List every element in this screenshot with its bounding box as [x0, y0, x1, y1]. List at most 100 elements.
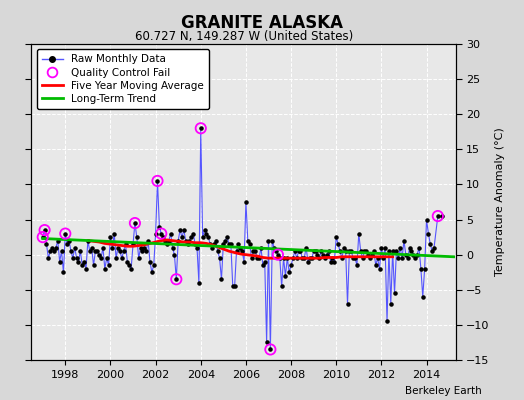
- Point: [138, 248, 147, 254]
- Point: [212, 238, 220, 244]
- Point: [251, 248, 259, 254]
- Point: [394, 255, 402, 261]
- Point: [196, 125, 205, 132]
- Point: [263, 339, 271, 346]
- Point: [180, 227, 188, 233]
- Point: [311, 248, 320, 254]
- Point: [130, 220, 139, 226]
- Point: [390, 290, 399, 296]
- Point: [398, 255, 406, 261]
- Point: [358, 255, 367, 261]
- Point: [278, 283, 286, 290]
- Point: [247, 255, 256, 261]
- Point: [50, 248, 58, 254]
- Point: [172, 276, 180, 282]
- Point: [361, 248, 369, 254]
- Point: [140, 244, 148, 251]
- Point: [172, 276, 180, 282]
- Point: [349, 255, 357, 261]
- Point: [315, 255, 323, 261]
- Point: [196, 125, 205, 132]
- Point: [213, 248, 222, 254]
- Point: [159, 234, 167, 240]
- Point: [253, 255, 261, 261]
- Point: [103, 255, 111, 261]
- Point: [151, 230, 160, 237]
- Point: [112, 255, 121, 261]
- Point: [403, 255, 412, 261]
- Point: [279, 255, 288, 261]
- Point: [61, 230, 70, 237]
- Point: [266, 346, 275, 353]
- Point: [44, 255, 52, 261]
- Point: [428, 248, 436, 254]
- Point: [272, 248, 280, 254]
- Point: [281, 272, 290, 279]
- Point: [174, 238, 182, 244]
- Point: [130, 220, 139, 226]
- Point: [296, 248, 304, 254]
- Point: [42, 241, 51, 247]
- Point: [424, 230, 433, 237]
- Point: [351, 255, 359, 261]
- Point: [88, 244, 96, 251]
- Point: [146, 258, 154, 265]
- Point: [48, 244, 57, 251]
- Point: [210, 241, 218, 247]
- Point: [72, 255, 81, 261]
- Point: [308, 255, 316, 261]
- Point: [39, 234, 47, 240]
- Point: [67, 248, 75, 254]
- Y-axis label: Temperature Anomaly (°C): Temperature Anomaly (°C): [495, 128, 505, 276]
- Point: [326, 258, 335, 265]
- Point: [176, 227, 184, 233]
- Point: [419, 294, 427, 300]
- Point: [157, 230, 166, 237]
- Point: [189, 230, 198, 237]
- Point: [40, 227, 49, 233]
- Point: [434, 213, 442, 219]
- Point: [63, 241, 71, 247]
- Point: [257, 244, 265, 251]
- Point: [183, 241, 192, 247]
- Point: [238, 248, 246, 254]
- Point: [291, 248, 299, 254]
- Point: [362, 248, 370, 254]
- Point: [46, 248, 54, 254]
- Point: [400, 238, 408, 244]
- Point: [355, 230, 363, 237]
- Point: [39, 234, 47, 240]
- Point: [304, 258, 312, 265]
- Point: [155, 223, 163, 230]
- Point: [157, 230, 166, 237]
- Point: [85, 248, 94, 254]
- Point: [221, 238, 230, 244]
- Point: [74, 258, 83, 265]
- Point: [340, 244, 348, 251]
- Point: [199, 234, 207, 240]
- Point: [84, 238, 92, 244]
- Point: [319, 252, 328, 258]
- Point: [223, 234, 231, 240]
- Point: [285, 269, 293, 276]
- Point: [200, 227, 209, 233]
- Point: [302, 244, 310, 251]
- Point: [167, 230, 175, 237]
- Point: [374, 255, 382, 261]
- Point: [71, 244, 79, 251]
- Point: [317, 248, 325, 254]
- Point: [236, 244, 245, 251]
- Point: [129, 241, 137, 247]
- Point: [434, 213, 442, 219]
- Point: [266, 346, 275, 353]
- Point: [417, 266, 425, 272]
- Point: [347, 248, 355, 254]
- Point: [324, 248, 333, 254]
- Title: 60.727 N, 149.287 W (United States): 60.727 N, 149.287 W (United States): [135, 30, 353, 43]
- Point: [244, 238, 252, 244]
- Point: [343, 301, 352, 307]
- Point: [292, 255, 301, 261]
- Point: [396, 244, 405, 251]
- Point: [228, 283, 237, 290]
- Point: [415, 244, 423, 251]
